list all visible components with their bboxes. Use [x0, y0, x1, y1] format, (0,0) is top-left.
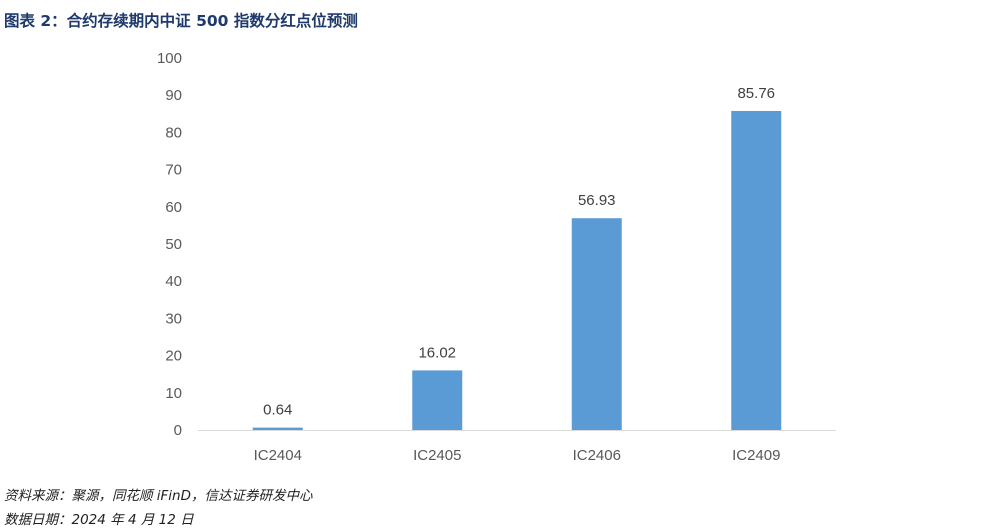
y-tick-label: 50: [165, 236, 182, 253]
y-tick-label: 40: [165, 273, 182, 290]
bar: [731, 110, 782, 430]
bar: [412, 370, 463, 430]
category-label: IC2405: [413, 447, 461, 464]
category-label: IC2404: [254, 447, 302, 464]
category-label: IC2406: [573, 447, 621, 464]
data-date-note: 数据日期：2024 年 4 月 12 日: [4, 512, 194, 528]
y-tick-label: 90: [165, 87, 182, 104]
data-label: 56.93: [578, 192, 616, 209]
y-axis-ticks: 0 10 20 30 40 50 60 70 80 90 100: [157, 50, 182, 439]
y-tick-label: 80: [165, 124, 182, 141]
data-label: 16.02: [418, 344, 456, 361]
y-tick-label: 70: [165, 162, 182, 179]
y-tick-label: 0: [174, 422, 182, 439]
y-tick-label: 20: [165, 348, 182, 365]
category-label: IC2409: [732, 447, 780, 464]
y-tick-label: 60: [165, 199, 182, 216]
bars-group: [252, 110, 782, 430]
y-tick-label: 10: [165, 385, 182, 402]
source-note: 资料来源：聚源，同花顺 iFinD，信达证券研发中心: [4, 488, 313, 504]
data-label: 85.76: [737, 85, 775, 102]
y-tick-label: 30: [165, 310, 182, 327]
data-label: 0.64: [263, 402, 292, 419]
bar: [252, 427, 303, 430]
data-labels-group: 0.64 16.02 56.93 85.76: [263, 85, 775, 419]
chart-title: 图表 2：合约存续期内中证 500 指数分红点位预测: [4, 12, 358, 30]
bar: [571, 218, 622, 430]
category-labels-group: IC2404 IC2405 IC2406 IC2409: [254, 447, 781, 464]
y-tick-label: 100: [157, 50, 182, 67]
